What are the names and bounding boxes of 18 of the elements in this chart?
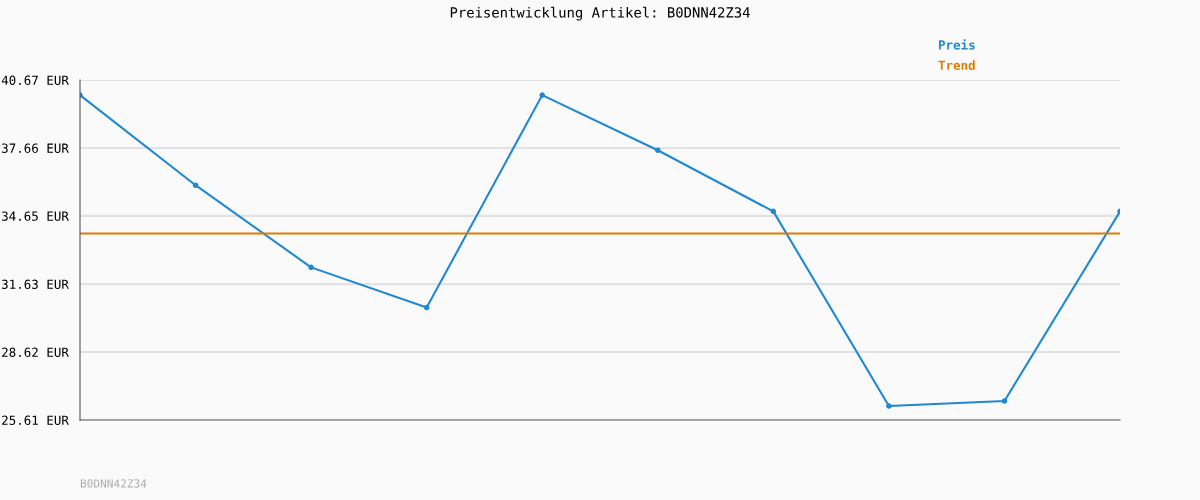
y-tick-label: 28.62 EUR (2, 347, 69, 358)
point (308, 264, 314, 271)
chart-title: Preisentwicklung Artikel: B0DNN42Z34 (450, 6, 750, 21)
point (654, 147, 661, 153)
point (770, 208, 777, 215)
point (539, 92, 546, 98)
point (423, 304, 430, 311)
point (192, 182, 199, 188)
text: Trend (938, 60, 975, 71)
point (1001, 398, 1008, 404)
y-tick-label: 40.67 EUR (1, 75, 69, 85)
y-tick-label: 25.61 EUR (2, 415, 69, 425)
point (886, 403, 892, 409)
y-tick-label: 37.66 EUR (2, 143, 69, 153)
text: Preis (938, 39, 975, 50)
text: B0DNN42Z34 (80, 479, 147, 488)
y-tick-label: 31.63 EUR (2, 279, 69, 290)
y-tick-label: 34.65 EUR (2, 211, 69, 221)
